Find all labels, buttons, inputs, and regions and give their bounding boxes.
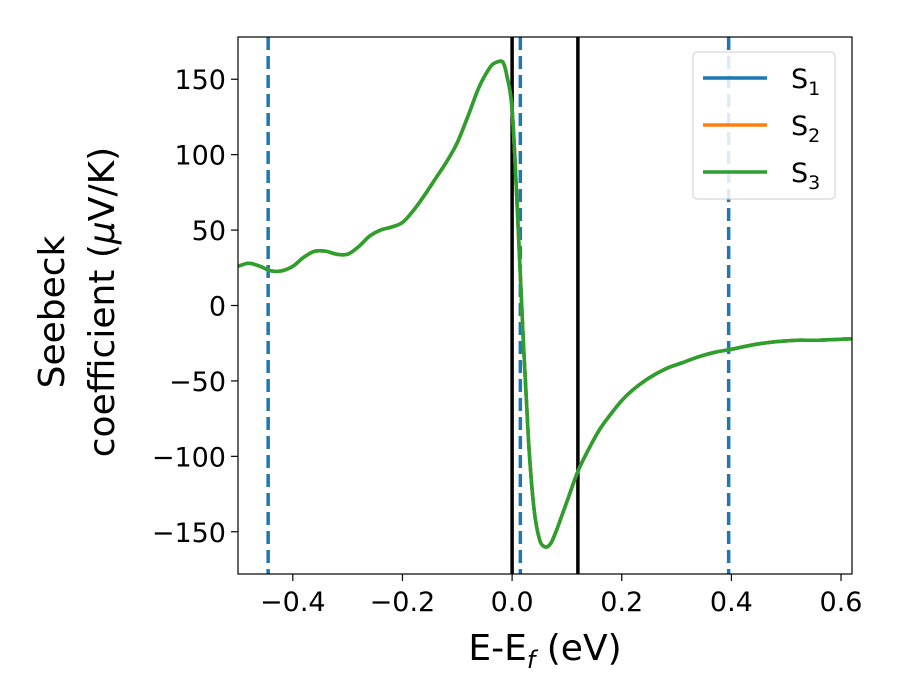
y-tick-label: 100 [174,141,226,172]
x-tick-label: 0.0 [491,587,534,618]
x-tick-label: 0.6 [820,587,863,618]
y-axis-label-line2: coefficient (μV/K) [82,147,123,457]
legend-label: S3 [791,158,820,194]
y-tick-label: 0 [209,292,226,323]
legend-label: S1 [791,64,820,100]
x-axis-label: E-Ef (eV) [468,628,621,674]
series-line-s3 [238,59,852,549]
x-tick-label: −0.2 [370,587,436,618]
x-tick-label: −0.4 [260,587,326,618]
y-axis-label: Seebeck coefficient (μV/K) [32,147,123,457]
y-axis-label-line1: Seebeck [32,235,73,388]
x-tick-label: 0.4 [710,587,753,618]
y-tick-label: 50 [192,216,226,247]
legend: S1 S2 S3 [692,51,836,200]
y-tick-label: −150 [152,518,226,549]
y-axis-ticks: 150 100 50 0 −50 −100 −150 [152,65,238,549]
legend-label: S2 [791,111,820,147]
x-axis-ticks: −0.4 −0.2 0.0 0.2 0.4 0.6 [260,574,863,618]
series-lines [238,59,852,549]
x-tick-label: 0.2 [600,587,643,618]
y-tick-label: −100 [152,442,226,473]
y-tick-label: 150 [174,65,226,96]
y-tick-label: −50 [169,367,226,398]
